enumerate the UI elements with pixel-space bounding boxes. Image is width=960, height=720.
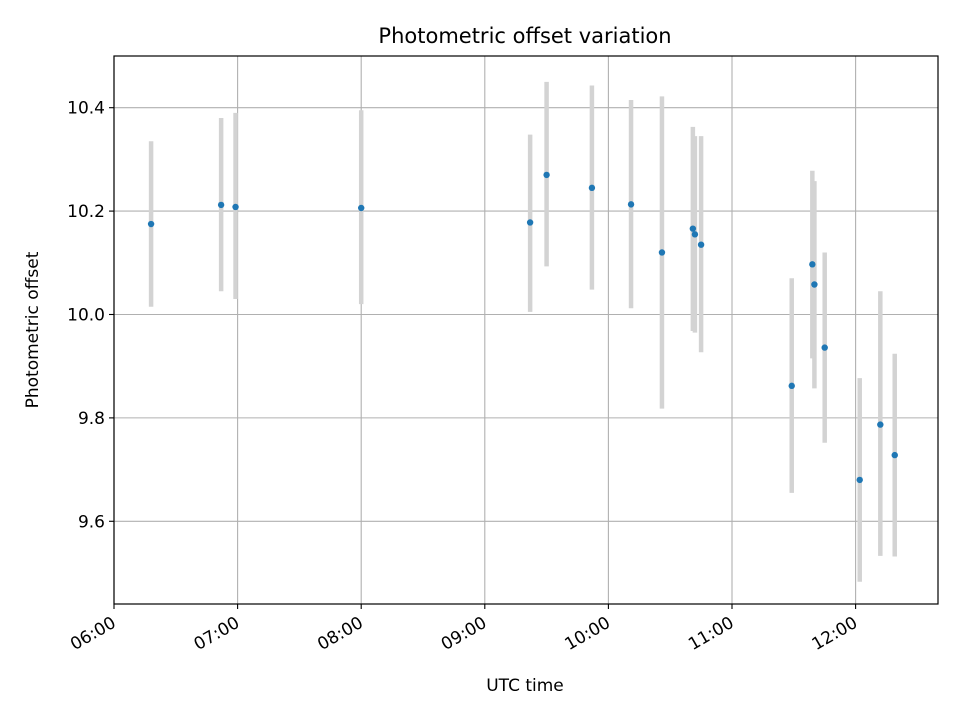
data-point xyxy=(147,220,155,228)
data-point xyxy=(217,201,225,209)
y-axis: 9.6 9.8 10.0 10.2 10.4 xyxy=(67,99,114,532)
data-point xyxy=(588,184,596,192)
data-point xyxy=(543,171,550,179)
data-point xyxy=(809,261,816,268)
data-point xyxy=(691,231,699,238)
data-point xyxy=(658,249,666,256)
data-point xyxy=(811,281,818,288)
chart-title: Photometric offset variation xyxy=(378,24,671,48)
data-point xyxy=(689,225,697,232)
y-axis-label: Photometric offset xyxy=(23,251,43,408)
data-point xyxy=(856,476,863,484)
y-tick-label: 10.2 xyxy=(67,202,105,222)
plot-frame xyxy=(113,55,939,605)
data-point xyxy=(627,201,635,208)
data-point xyxy=(232,203,239,211)
y-tick-label: 10.0 xyxy=(67,305,105,325)
data-point xyxy=(358,204,365,212)
data-point xyxy=(891,451,898,459)
x-axis-label: UTC time xyxy=(486,676,564,696)
y-tick-label: 9.8 xyxy=(78,409,105,429)
data-points xyxy=(147,171,898,484)
y-tick-label: 9.6 xyxy=(78,512,105,532)
data-point xyxy=(697,241,705,248)
data-point xyxy=(821,344,828,351)
data-point xyxy=(877,421,884,428)
data-point xyxy=(526,219,534,226)
y-tick-label: 10.4 xyxy=(67,99,105,119)
data-point xyxy=(788,382,795,390)
